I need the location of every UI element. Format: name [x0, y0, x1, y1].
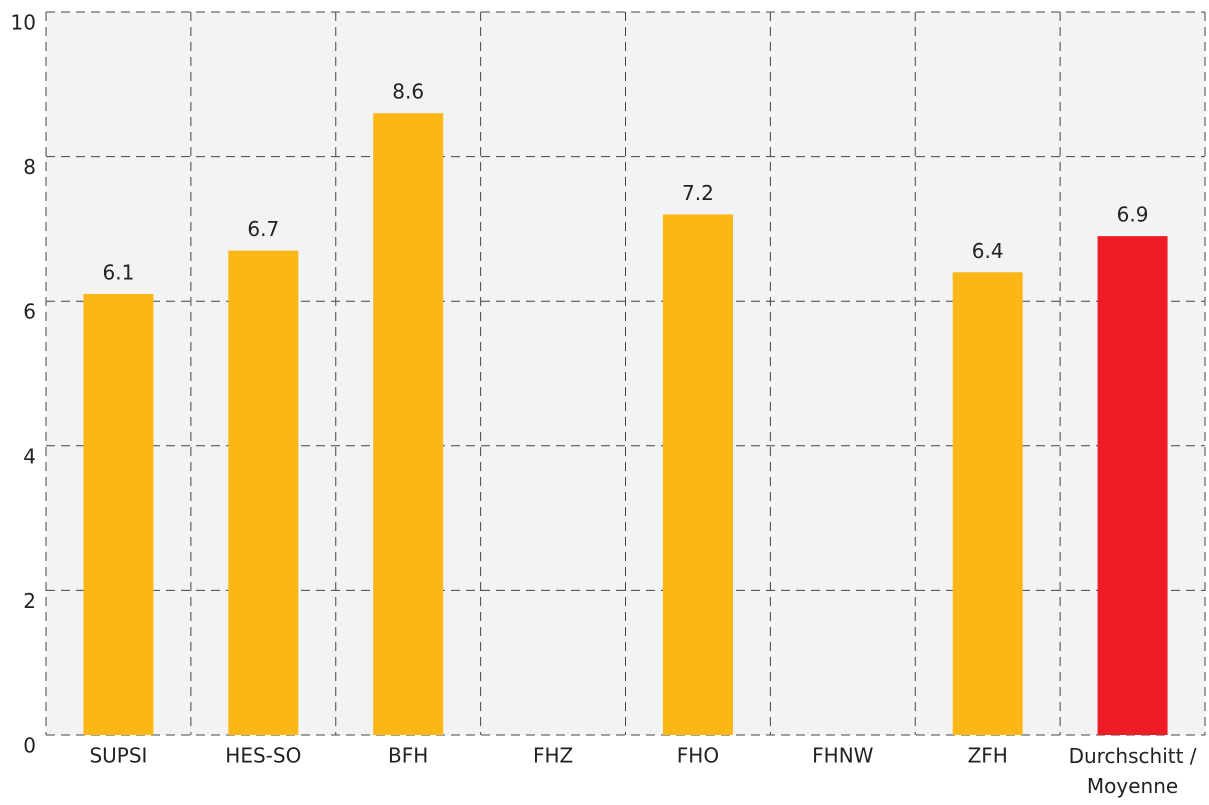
y-tick-label: 4	[23, 444, 36, 468]
value-label: 6.7	[247, 217, 279, 241]
bar	[952, 272, 1023, 735]
y-tick-label: 8	[23, 155, 36, 179]
bar	[83, 293, 154, 735]
y-tick-label: 6	[23, 300, 36, 324]
value-label: 8.6	[392, 80, 424, 104]
bar	[662, 214, 733, 735]
value-label: 7.2	[682, 181, 714, 205]
bar	[1097, 236, 1168, 735]
value-label: 6.9	[1117, 203, 1149, 227]
bar	[373, 113, 444, 736]
x-tick-label: HES-SO	[225, 744, 301, 768]
y-tick-label: 2	[23, 589, 36, 613]
y-tick-label: 0	[23, 734, 36, 758]
x-tick-label: FHZ	[533, 744, 573, 768]
x-tick-label: ZFH	[968, 744, 1008, 768]
x-tick-label: FHNW	[812, 744, 874, 768]
x-tick-label: BFH	[388, 744, 428, 768]
x-tick-label: FHO	[677, 744, 719, 768]
value-label: 6.1	[103, 260, 135, 284]
y-tick-label: 10	[11, 11, 36, 35]
value-label: 6.4	[972, 239, 1004, 263]
x-tick-label: SUPSI	[89, 744, 147, 768]
x-tick-label: Durchschitt / Moyenne	[1069, 744, 1197, 798]
bar	[228, 250, 299, 735]
